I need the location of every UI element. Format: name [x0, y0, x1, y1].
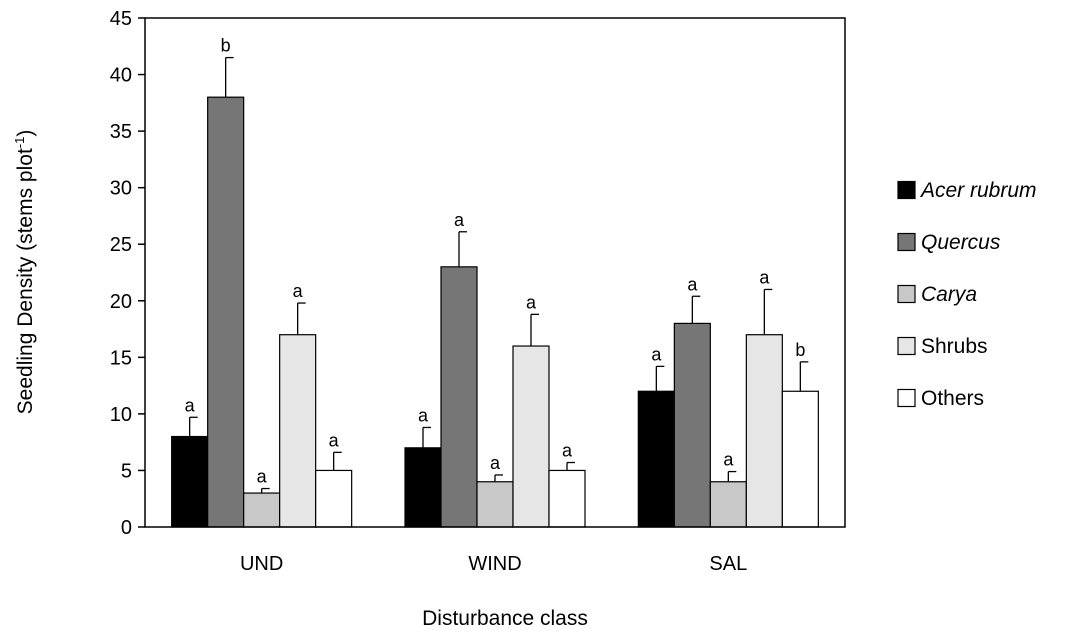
y-tick-label: 45	[110, 8, 132, 30]
bar-others-sal	[781, 390, 819, 528]
x-axis-title: Disturbance class	[422, 607, 588, 630]
legend-swatch	[897, 180, 916, 200]
x-category-label: WIND	[468, 553, 521, 575]
legend-label: Quercus	[921, 231, 1001, 254]
significance-letter: a	[329, 430, 340, 450]
legend-label: Shrubs	[921, 335, 988, 358]
bar-quercus-sal	[673, 322, 711, 528]
bar-shrubs-sal	[745, 334, 783, 528]
y-axis-title-main: Seedling Density (stems plot	[14, 148, 37, 414]
y-axis-ticks: 0 5 10 15 20 25 30 35 40 45	[110, 8, 145, 539]
significance-letter: a	[759, 267, 770, 287]
bar-carya-und	[243, 492, 281, 528]
y-tick-label: 20	[110, 291, 132, 313]
legend-label: Carya	[921, 283, 977, 306]
bar-others-und	[315, 469, 353, 528]
plot-area-frame	[144, 17, 846, 528]
significance-letter: a	[293, 281, 304, 301]
y-tick-label: 15	[110, 347, 132, 369]
bar-carya-wind	[476, 481, 514, 528]
significance-letter: a	[651, 344, 662, 364]
bar-acer-rubrum-wind	[404, 447, 442, 528]
significance-letter: b	[221, 36, 231, 56]
significance-letter: a	[687, 274, 698, 294]
significance-letter: a	[526, 292, 537, 312]
y-tick-label: 10	[110, 404, 132, 426]
legend-swatch	[897, 388, 916, 408]
bar-quercus-und	[207, 96, 245, 528]
x-axis-category-labels: UND WIND SAL	[240, 553, 747, 575]
y-tick-label: 35	[110, 121, 132, 143]
y-axis-title-superscript: -1	[12, 137, 27, 149]
significance-letter: a	[418, 405, 429, 425]
y-tick-label: 25	[110, 234, 132, 256]
y-tick-label: 30	[110, 178, 132, 200]
x-category-label: SAL	[709, 553, 747, 575]
bar-acer-rubrum-und	[171, 435, 209, 528]
bar-shrubs-wind	[512, 345, 550, 528]
legend-label: Acer rubrum	[919, 179, 1037, 202]
y-axis-title: Seedling Density (stems plot-1)	[12, 130, 37, 415]
significance-letter: a	[257, 467, 268, 487]
significance-letter: a	[490, 453, 501, 473]
legend-swatch	[897, 284, 916, 304]
legend-label: Others	[921, 387, 984, 410]
y-tick-label: 40	[110, 65, 132, 87]
significance-letter: a	[562, 441, 573, 461]
error-bars	[189, 56, 809, 494]
y-tick-label: 0	[121, 517, 132, 539]
legend-swatch	[897, 336, 916, 356]
significance-letter: a	[185, 395, 196, 415]
bar-carya-sal	[709, 481, 747, 528]
significance-letter: b	[795, 340, 805, 360]
significance-letter: a	[454, 210, 465, 230]
bar-shrubs-und	[279, 334, 317, 528]
legend: Acer rubrum Quercus Carya Shrubs Others	[897, 179, 1037, 410]
x-category-label: UND	[240, 553, 283, 575]
significance-letter: a	[723, 450, 734, 470]
y-axis-title-suffix: )	[14, 130, 37, 137]
y-tick-label: 5	[121, 460, 132, 482]
bar-others-wind	[548, 469, 586, 528]
legend-swatch	[897, 232, 916, 252]
bar-acer-rubrum-sal	[637, 390, 675, 528]
bar-quercus-wind	[440, 266, 478, 528]
bars	[171, 96, 819, 528]
significance-letters: a b a a a a a a a a a a a a b	[185, 36, 806, 487]
